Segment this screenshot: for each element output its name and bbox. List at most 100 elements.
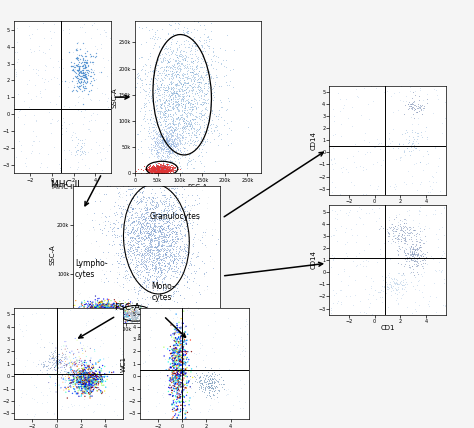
Point [164,168,172,175]
Point [78,307,86,314]
Point [171,381,178,388]
Point [140,256,147,263]
Point [182,86,190,93]
Point [128,306,136,312]
Point [172,98,180,104]
Point [75,386,83,393]
Point [185,106,192,113]
Point [205,406,213,413]
Point [167,126,175,133]
Point [78,369,86,375]
Point [173,131,181,137]
Point [108,314,115,321]
Point [439,302,447,309]
Point [391,285,399,291]
Point [92,315,100,322]
Point [93,110,100,117]
Point [165,247,173,254]
Point [367,274,374,281]
Point [145,313,152,320]
Point [179,60,186,67]
Point [101,316,109,323]
Point [78,362,86,369]
Point [178,53,185,60]
Point [164,114,171,121]
Point [155,166,163,172]
Point [97,308,104,315]
Point [177,235,185,242]
Point [208,378,216,385]
Point [144,230,152,237]
Point [174,81,182,88]
Point [111,318,118,324]
Point [112,312,119,318]
Point [191,103,198,110]
Point [396,155,404,161]
Point [49,354,57,361]
Point [165,260,173,267]
Point [82,381,90,388]
Point [160,255,168,262]
Point [154,241,162,248]
Point [100,309,108,316]
Point [176,347,183,354]
Point [183,80,191,86]
Point [368,311,376,318]
Point [174,221,182,228]
Point [174,155,182,162]
Point [148,261,155,268]
Point [146,78,153,85]
Point [158,80,166,86]
Point [155,252,163,259]
Point [47,75,55,82]
Point [111,320,118,327]
Point [98,377,105,383]
Point [110,296,118,303]
Point [136,270,144,277]
Point [100,319,108,326]
Point [182,348,190,355]
Point [155,169,162,176]
Point [43,391,51,398]
Point [137,257,145,264]
Point [186,50,194,57]
Point [140,250,148,257]
Point [113,304,121,311]
Point [157,69,164,76]
Point [93,312,101,319]
Point [83,388,91,395]
Point [101,310,109,317]
Point [145,129,153,136]
Point [192,132,200,139]
Point [161,166,169,173]
Point [141,217,148,224]
Point [116,185,124,192]
Point [46,365,54,372]
Point [90,317,98,324]
Point [161,98,168,104]
Point [437,254,445,261]
Point [134,307,141,314]
Point [149,165,157,172]
Point [165,160,173,167]
Point [123,301,130,308]
Point [125,300,132,306]
Point [152,318,160,324]
Point [164,139,171,146]
Point [107,309,114,316]
Point [105,308,112,315]
Point [188,406,195,413]
Point [91,299,99,306]
Point [107,309,114,315]
Point [102,310,109,317]
Point [105,311,112,318]
Point [146,132,154,139]
Point [181,368,188,375]
Point [174,106,182,113]
Point [86,314,93,321]
Point [165,165,173,172]
Point [92,361,100,368]
Point [107,310,114,317]
Point [191,262,198,268]
Point [102,308,109,315]
